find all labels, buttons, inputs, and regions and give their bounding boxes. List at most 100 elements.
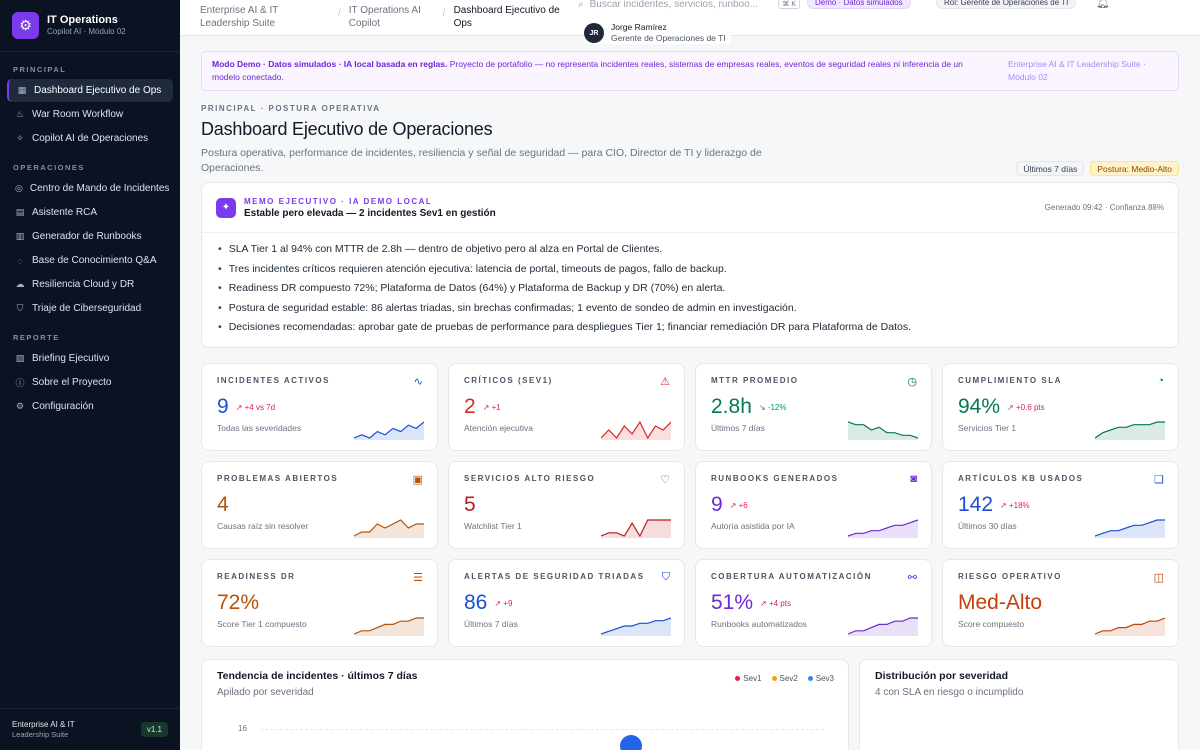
kpi-card[interactable]: ARTÍCULOS KB USADOS ❏ 142 ↗ +18% Últimos… <box>942 461 1179 549</box>
kpi-sparkline <box>848 519 918 538</box>
sidebar-item[interactable]: ◎ Centro de Mando de Incidentes <box>7 177 173 200</box>
kpi-card[interactable]: PROBLEMAS ABIERTOS ▣ 4 Causas raíz sin r… <box>201 461 438 549</box>
sidebar-item[interactable]: ▤ Asistente RCA <box>7 201 173 224</box>
sparkline-area <box>1095 520 1165 538</box>
trend-title: Tendencia de incidentes · últimos 7 días <box>217 670 418 682</box>
kpi-card[interactable]: RIESGO OPERATIVO ◫ Med-Alto Score compue… <box>942 559 1179 647</box>
kpi-card[interactable]: INCIDENTES ACTIVOS ∿ 9 ↗ +4 vs 7d Todas … <box>201 363 438 451</box>
gear-icon: ⚙ <box>15 401 25 411</box>
kpi-value: 2 <box>464 395 476 418</box>
briefcase-icon: ◫ <box>1153 572 1164 584</box>
kpi-card[interactable]: RUNBOOKS GENERADOS ◙ 9 ↗ +6 Autoría asis… <box>695 461 932 549</box>
brand[interactable]: ⚙ IT Operations Copilot AI · Módulo 02 <box>0 0 180 52</box>
bullet-icon: • <box>218 282 222 294</box>
sidebar-item-label: Resiliencia Cloud y DR <box>32 279 135 290</box>
sidebar-footer: Enterprise AI & IT Leadership Suite v1.1 <box>0 708 180 750</box>
kpi-label: SERVICIOS ALTO RIESGO <box>464 474 596 483</box>
kpi-subtitle: Watchlist Tier 1 <box>464 521 522 531</box>
sidebar-item[interactable]: ▥ Generador de Runbooks <box>7 225 173 248</box>
avatar: JR <box>584 23 604 43</box>
cloud-icon: ☁ <box>15 279 25 289</box>
sidebar-item[interactable]: ▧ Briefing Ejecutivo <box>7 347 173 370</box>
sparkline-area <box>848 618 918 636</box>
kpi-sparkline <box>1095 617 1165 636</box>
user-menu[interactable]: JR Jorge Ramírez Gerente de Operaciones … <box>584 22 730 44</box>
sparkline-area <box>354 422 424 440</box>
memo-bullet: • Decisiones recomendadas: aprobar gate d… <box>218 318 1162 338</box>
nav-section-label: PRINCIPAL <box>13 65 67 74</box>
legend-item: Sev3 <box>807 674 834 683</box>
sparkline-line <box>848 617 918 635</box>
kpi-label: READINESS DR <box>217 572 296 581</box>
period-chip[interactable]: Últimos 7 días <box>1016 161 1085 176</box>
kpi-sparkline <box>601 617 671 636</box>
sparkline-line <box>601 519 671 538</box>
memo-bullet-text: Readiness DR compuesto 72%; Plataforma d… <box>228 282 726 294</box>
bot-icon: ◙ <box>910 473 917 485</box>
kpi-card[interactable]: READINESS DR ☰ 72% Score Tier 1 compuest… <box>201 559 438 647</box>
distribution-subtitle: 4 con SLA en riesgo o incumplido <box>875 687 1024 698</box>
kpi-subtitle: Causas raíz sin resolver <box>217 521 309 531</box>
sidebar-item-label: Base de Conocimiento Q&A <box>32 255 157 266</box>
legend-dot <box>771 676 777 681</box>
app-title: IT Operations <box>47 14 118 26</box>
bottom-panels: Tendencia de incidentes · últimos 7 días… <box>201 659 1179 750</box>
memo-title: Estable pero elevada — 2 incidentes Sev1… <box>244 207 496 219</box>
kpi-value: 9 <box>711 493 723 516</box>
kpi-value-row: 2 ↗ +1 <box>464 395 669 419</box>
kpi-value: 142 <box>958 493 994 516</box>
sidebar-item[interactable]: ◌ Base de Conocimiento Q&A <box>7 249 173 272</box>
nav-section-label: REPORTE <box>13 333 60 342</box>
file-icon: ▧ <box>15 353 25 363</box>
heart-pulse-icon: ♡ <box>660 474 670 486</box>
kpi-card[interactable]: SERVICIOS ALTO RIESGO ♡ 5 Watchlist Tier… <box>448 461 685 549</box>
kpi-card[interactable]: CRÍTICOS (SEV1) ⚠ 2 ↗ +1 Atención ejecut… <box>448 363 685 451</box>
memo-eyebrow: MEMO EJECUTIVO · IA DEMO LOCAL <box>244 196 433 206</box>
kpi-value: 9 <box>217 395 229 418</box>
bell-icon[interactable]: 🔔︎ <box>1096 0 1110 9</box>
demo-banner: Modo Demo · Datos simulados · IA local b… <box>201 51 1179 91</box>
cpu-icon: ⚙ <box>12 12 39 39</box>
executive-memo: ✦ MEMO EJECUTIVO · IA DEMO LOCAL Estable… <box>201 182 1179 348</box>
kpi-subtitle: Últimos 30 días <box>958 521 1017 531</box>
kpi-sparkline <box>354 519 424 538</box>
banner-suite: Enterprise AI & IT Leadership Suite · Mó… <box>1008 59 1146 82</box>
chart-marker <box>620 735 642 750</box>
kpi-card[interactable]: COBERTURA AUTOMATIZACIÓN ⚯ 51% ↗ +4 pts … <box>695 559 932 647</box>
kpi-value: 94% <box>958 395 1001 418</box>
memo-bullet: • SLA Tier 1 al 94% con MTTR de 2.8h — de… <box>218 240 1162 260</box>
sidebar-item[interactable]: ☁ Resiliencia Cloud y DR <box>7 273 173 296</box>
kpi-card[interactable]: MTTR PROMEDIO ◷ 2.8h ↘ -12% Últimos 7 dí… <box>695 363 932 451</box>
banner-body: Proyecto de portafolio — no representa i… <box>212 59 963 82</box>
kpi-card[interactable]: CUMPLIMIENTO SLA ◔ 94% ↗ +0.6 pts Servic… <box>942 363 1179 451</box>
role-selector[interactable]: Rol: Gerente de Operaciones de TI <box>936 0 1077 9</box>
sidebar-item[interactable]: ♨ War Room Workflow <box>7 103 173 126</box>
sparkline-line <box>848 519 918 537</box>
page-eyebrow: PRINCIPAL · POSTURA OPERATIVA <box>201 104 381 113</box>
breadcrumb-suite[interactable]: Enterprise AI & IT Leadership Suite <box>200 5 279 29</box>
breadcrumb-separator: / <box>442 8 446 19</box>
kpi-sparkline <box>601 420 671 440</box>
kpi-card[interactable]: ALERTAS DE SEGURIDAD TRIADAS ⛉ 86 ↗ +9 Ú… <box>448 559 685 647</box>
posture-chip: Postura: Medio-Alto <box>1090 161 1179 176</box>
sidebar-item[interactable]: ✧ Copilot AI de Operaciones <box>7 127 173 150</box>
sidebar-item-label: War Room Workflow <box>32 109 124 120</box>
sidebar-item[interactable]: ⛉ Triaje de Ciberseguridad <box>7 297 173 320</box>
sidebar-item-label: Sobre el Proyecto <box>32 377 112 388</box>
kpi-sparkline <box>354 421 424 440</box>
kpi-subtitle: Servicios Tier 1 <box>958 423 1017 433</box>
sparkline-area <box>354 520 424 538</box>
memo-bullet-text: SLA Tier 1 al 94% con MTTR de 2.8h — den… <box>228 243 663 255</box>
kpi-label: RIESGO OPERATIVO <box>958 572 1062 581</box>
breadcrumb-module[interactable]: IT Operations AI Copilot <box>348 5 421 29</box>
flame-icon: ♨ <box>15 109 25 119</box>
grid-icon: ▦ <box>17 85 27 95</box>
kpi-value: 86 <box>464 591 488 614</box>
footer-title: Enterprise AI & IT <box>12 719 75 729</box>
search-input[interactable]: ⌕ Buscar incidentes, servicios, runboo..… <box>578 0 800 12</box>
legend-label: Sev3 <box>815 674 834 683</box>
sidebar-item[interactable]: ⚙ Configuración <box>7 395 173 418</box>
legend-dot <box>807 676 813 681</box>
sidebar-item[interactable]: ⓘ Sobre el Proyecto <box>7 371 173 394</box>
sidebar-item[interactable]: ▦ Dashboard Ejecutivo de Ops <box>7 79 173 102</box>
